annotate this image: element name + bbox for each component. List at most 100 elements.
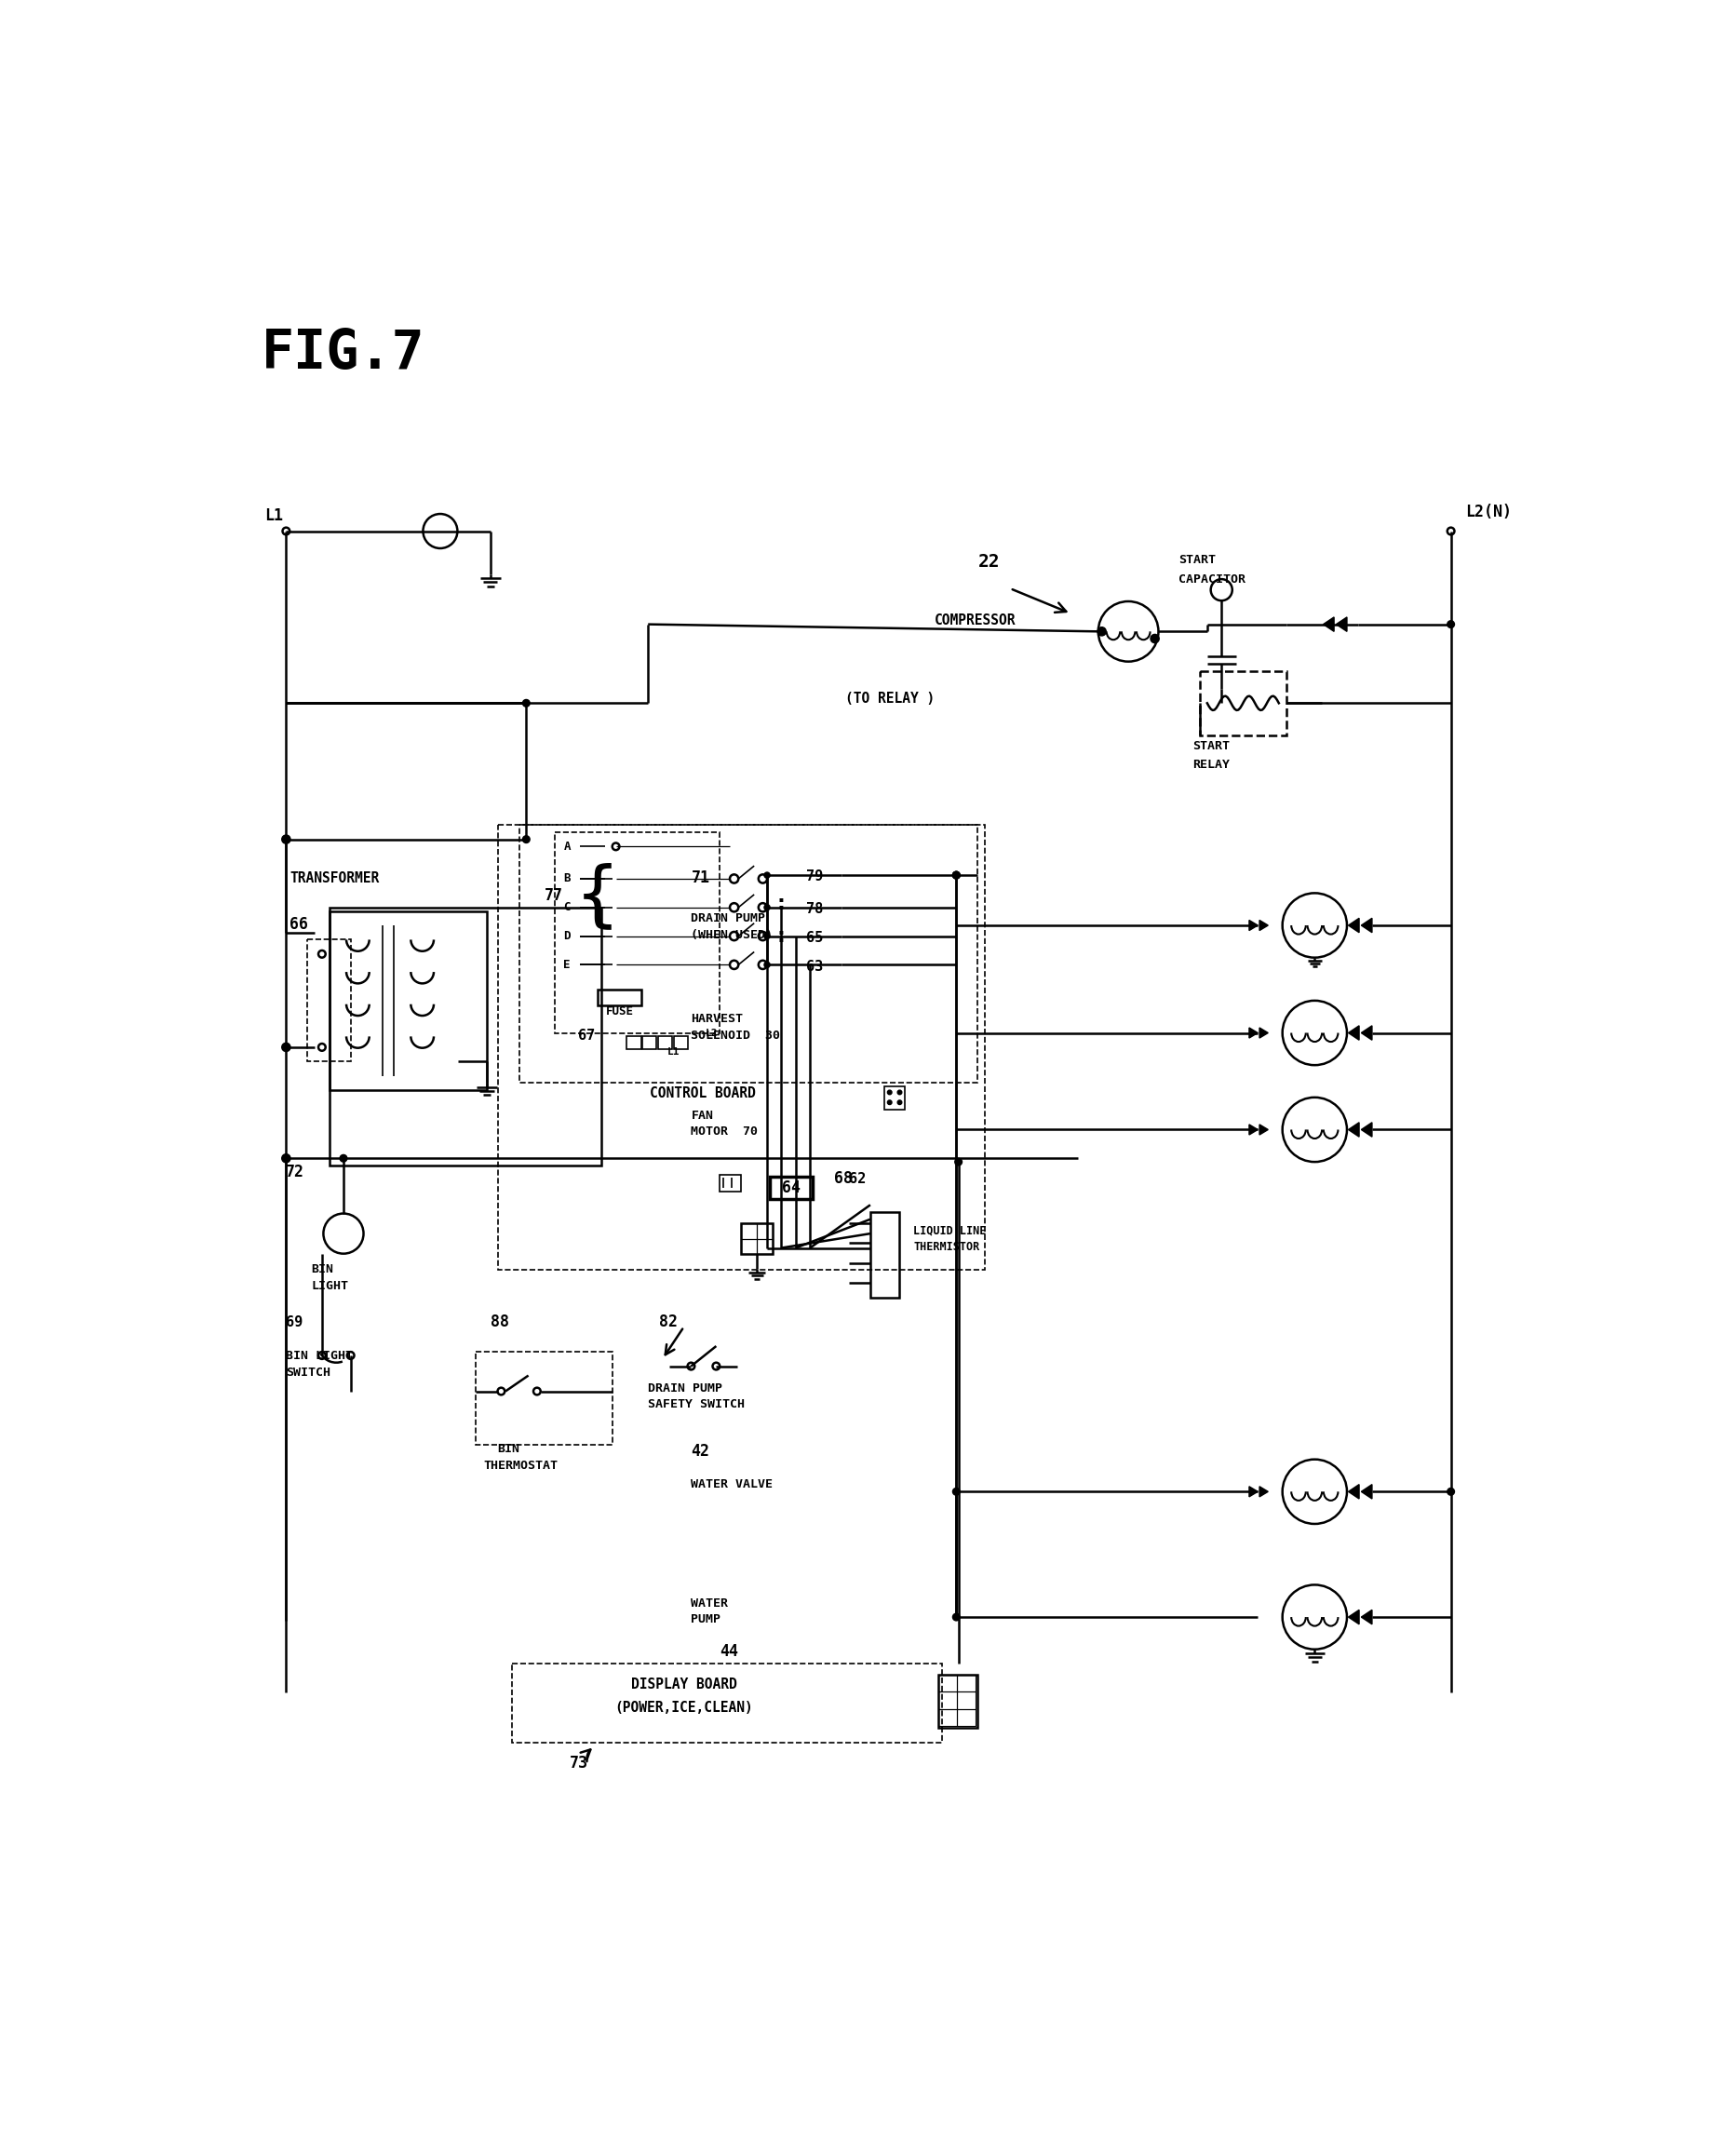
- Text: 62: 62: [848, 1173, 865, 1186]
- Polygon shape: [1349, 1123, 1359, 1136]
- Polygon shape: [1361, 1026, 1371, 1039]
- Polygon shape: [1250, 921, 1259, 931]
- Bar: [475, 1352, 612, 1445]
- Text: L2(N): L2(N): [1465, 505, 1512, 520]
- Bar: [643, 1037, 657, 1050]
- Bar: [770, 1177, 812, 1199]
- Bar: [740, 1222, 773, 1255]
- Circle shape: [1447, 1488, 1455, 1496]
- Polygon shape: [1361, 1123, 1371, 1136]
- Text: 88: 88: [491, 1313, 510, 1330]
- Circle shape: [887, 1100, 893, 1104]
- Text: DRAIN PUMP: DRAIN PUMP: [691, 912, 766, 925]
- Polygon shape: [1349, 1026, 1359, 1039]
- Text: DRAIN PUMP: DRAIN PUMP: [648, 1382, 723, 1395]
- Text: BIN: BIN: [311, 1263, 333, 1276]
- Polygon shape: [1250, 1125, 1259, 1134]
- Bar: [626, 1037, 641, 1050]
- Circle shape: [282, 1153, 291, 1162]
- Bar: [958, 1675, 976, 1692]
- Bar: [939, 1675, 978, 1729]
- Text: CAPACITOR: CAPACITOR: [1178, 573, 1245, 586]
- Bar: [658, 1037, 672, 1050]
- Circle shape: [764, 934, 770, 940]
- Circle shape: [1282, 1460, 1347, 1524]
- Text: THERMISTOR: THERMISTOR: [913, 1240, 980, 1253]
- Text: E: E: [564, 959, 571, 970]
- Bar: [498, 826, 985, 1270]
- Text: 67: 67: [578, 1028, 595, 1044]
- Text: 63: 63: [805, 959, 823, 972]
- Polygon shape: [1336, 617, 1347, 632]
- Text: FUSE: FUSE: [605, 1005, 633, 1018]
- Circle shape: [952, 871, 959, 880]
- Circle shape: [887, 1091, 893, 1095]
- Bar: [720, 1175, 740, 1192]
- Text: 78: 78: [805, 901, 823, 916]
- Bar: [939, 1675, 958, 1692]
- Text: 77: 77: [544, 888, 563, 903]
- Text: LIGHT: LIGHT: [311, 1281, 349, 1291]
- Text: PUMP: PUMP: [691, 1613, 722, 1626]
- Text: CONTROL BOARD: CONTROL BOARD: [650, 1087, 756, 1100]
- Text: FAN: FAN: [691, 1110, 713, 1121]
- Text: 22: 22: [978, 552, 1000, 571]
- Circle shape: [898, 1091, 901, 1095]
- Bar: [511, 1664, 942, 1742]
- Bar: [1200, 671, 1286, 735]
- Polygon shape: [1361, 1485, 1371, 1498]
- Text: L1: L1: [667, 1048, 679, 1056]
- Text: 73: 73: [569, 1755, 588, 1772]
- Text: (POWER,ICE,CLEAN): (POWER,ICE,CLEAN): [614, 1701, 752, 1716]
- Circle shape: [1282, 1000, 1347, 1065]
- Bar: [308, 940, 351, 1061]
- Text: 66: 66: [289, 916, 308, 934]
- Text: SWITCH: SWITCH: [286, 1367, 330, 1378]
- Text: SAFETY SWITCH: SAFETY SWITCH: [648, 1399, 746, 1410]
- Text: (WHEN USED): (WHEN USED): [691, 929, 773, 940]
- Circle shape: [1098, 627, 1106, 636]
- Text: L2: L2: [706, 1028, 718, 1039]
- Text: WATER: WATER: [691, 1598, 728, 1608]
- Text: COMPRESSOR: COMPRESSOR: [935, 612, 1016, 627]
- Bar: [520, 826, 978, 1082]
- Text: START: START: [1194, 740, 1229, 752]
- Circle shape: [1282, 1585, 1347, 1649]
- Text: A: A: [564, 841, 571, 852]
- Text: 82: 82: [658, 1313, 677, 1330]
- Polygon shape: [1260, 1485, 1269, 1496]
- Circle shape: [954, 1158, 963, 1166]
- Polygon shape: [1260, 1028, 1269, 1037]
- Bar: [870, 1212, 899, 1298]
- Text: HARVEST: HARVEST: [691, 1013, 744, 1024]
- Polygon shape: [1361, 1611, 1371, 1623]
- Polygon shape: [1349, 1485, 1359, 1498]
- Polygon shape: [1361, 918, 1371, 934]
- Polygon shape: [1250, 1485, 1259, 1496]
- Text: BIN: BIN: [498, 1442, 520, 1455]
- Circle shape: [952, 871, 959, 880]
- Bar: [758, 1238, 773, 1255]
- Text: 42: 42: [691, 1442, 710, 1460]
- Text: 69: 69: [286, 1315, 303, 1330]
- Text: {: {: [576, 862, 619, 931]
- Bar: [958, 1692, 976, 1710]
- Bar: [328, 912, 487, 1091]
- Bar: [598, 990, 641, 1005]
- Bar: [556, 832, 720, 1033]
- Bar: [884, 1087, 905, 1110]
- Polygon shape: [1324, 617, 1334, 632]
- Text: SOLENOID  30: SOLENOID 30: [691, 1028, 780, 1041]
- Text: :: :: [776, 895, 785, 914]
- Circle shape: [952, 1488, 959, 1496]
- Text: FIG.7: FIG.7: [262, 328, 424, 379]
- Bar: [674, 1037, 687, 1050]
- Bar: [939, 1710, 958, 1727]
- Text: BIN LIGHT: BIN LIGHT: [286, 1350, 354, 1363]
- Circle shape: [764, 906, 770, 910]
- Text: :: :: [776, 927, 785, 946]
- Circle shape: [523, 699, 530, 707]
- Text: LIQUID LINE: LIQUID LINE: [913, 1225, 987, 1235]
- Circle shape: [1151, 634, 1159, 642]
- Text: WATER VALVE: WATER VALVE: [691, 1479, 773, 1490]
